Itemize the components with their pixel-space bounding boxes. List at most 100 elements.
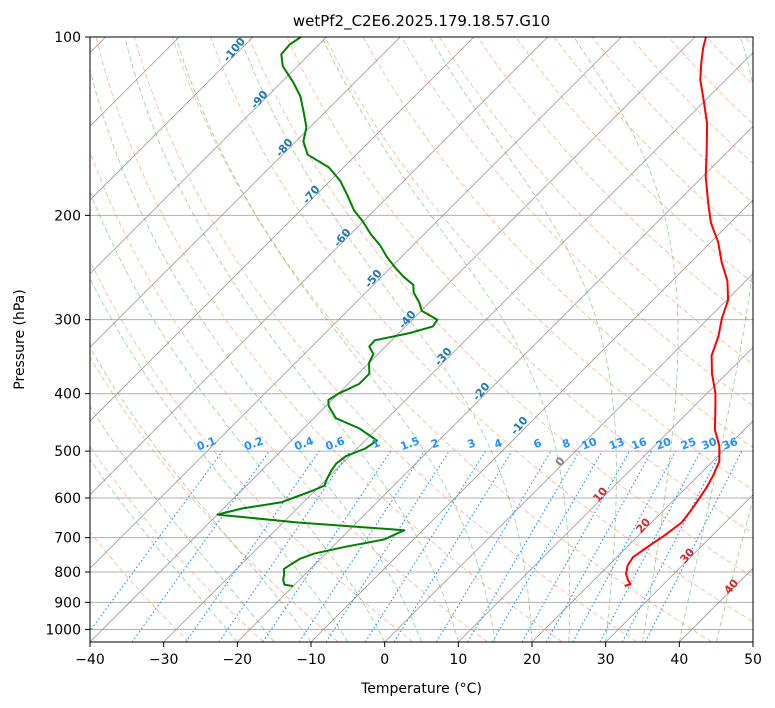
mixing-ratio-label: 0.1: [195, 434, 218, 453]
mixing-ratio-label: 13: [607, 435, 626, 452]
isotherm-line: [458, 346, 753, 642]
isotherm-line: [384, 273, 753, 642]
moist-adiabat-label: 20: [633, 515, 653, 535]
dry-adiabat-label: -80: [273, 136, 296, 160]
moist-adiabat-line: [715, 498, 753, 642]
moist-adiabat-line: [175, 37, 496, 642]
dry-adiabat-line: [90, 356, 339, 642]
dry-adiabat-line: [90, 445, 264, 642]
dry-adiabat-label: -20: [470, 380, 493, 404]
moist-adiabat-line: [90, 277, 349, 642]
y-tick-label: 1000: [45, 622, 81, 638]
mixing-ratio-label: 0.2: [242, 434, 265, 453]
x-tick-label: −40: [75, 652, 105, 668]
moist-adiabat-line: [90, 190, 386, 642]
mixing-ratio-label: 4: [493, 436, 505, 451]
mixing-ratio-line: [572, 450, 677, 642]
chart-title: wetPf2_C2E6.2025.179.18.57.G10: [293, 12, 550, 31]
y-tick-label: 500: [54, 444, 81, 460]
y-tick-label: 900: [54, 595, 81, 611]
isotherm-line: [90, 37, 254, 201]
mixing-ratio-label: 10: [580, 435, 599, 453]
moist-adiabat-line: [90, 67, 422, 642]
y-tick-label: 800: [54, 565, 81, 581]
isotherm-line: [605, 494, 753, 642]
x-tick-label: 30: [597, 652, 615, 668]
dry-adiabat-line: [133, 37, 638, 642]
dry-adiabat-label: -10: [508, 414, 531, 438]
mixing-ratio-label: 20: [654, 435, 673, 453]
moist-adiabat-line: [678, 37, 753, 642]
x-tick-label: −30: [149, 652, 179, 668]
mixing-ratio-line: [185, 450, 320, 642]
temperature-profile: [624, 37, 730, 588]
mixing-ratio-label: 16: [630, 435, 649, 453]
mixing-ratio-label: 0.4: [293, 434, 316, 453]
y-tick-label: 300: [54, 313, 81, 329]
dry-adiabat-line: [744, 37, 753, 47]
dry-adiabat-line: [210, 37, 753, 623]
mixing-ratio-label: 8: [560, 436, 572, 451]
isotherm-line: [531, 420, 753, 642]
mixing-ratio-label: 36: [721, 435, 740, 453]
dry-adiabat-line: [171, 37, 712, 642]
isotherm-line: [90, 37, 622, 569]
y-tick-label: 700: [54, 531, 81, 547]
moist-adiabat-line: [90, 346, 312, 642]
isotherm-line: [752, 641, 753, 642]
moist-adiabat-label: 10: [590, 484, 610, 504]
y-tick-label: 400: [54, 387, 81, 403]
mixing-ratio-label: 2: [429, 436, 441, 451]
moist-adiabat-line: [90, 405, 275, 642]
x-tick-label: 0: [380, 652, 389, 668]
dry-adiabat-label: -50: [362, 267, 385, 291]
dry-adiabat-line: [95, 37, 563, 642]
mixing-ratio-label: 0.6: [324, 434, 347, 453]
dry-adiabat-label: -70: [300, 183, 323, 207]
dry-adiabat-label: -90: [248, 88, 271, 112]
y-tick-label: 100: [54, 30, 81, 46]
dry-adiabat-line: [90, 531, 190, 642]
mixing-ratio-label: 25: [679, 435, 698, 452]
y-tick-label: 600: [54, 491, 81, 507]
dewpoint-profile: [216, 37, 439, 588]
mixing-ratio-line: [621, 450, 722, 642]
y-tick-label: 200: [54, 208, 81, 224]
mixing-ratio-line: [218, 450, 351, 642]
isotherm-line: [90, 37, 696, 642]
isotherm-line: [90, 37, 327, 275]
isotherm-line: [90, 37, 475, 422]
plot-area: [90, 37, 753, 642]
mixing-ratio-line: [521, 450, 630, 642]
dry-adiabat-label: -30: [432, 345, 455, 369]
moist-adiabat-label: 40: [721, 576, 741, 596]
x-tick-label: 10: [449, 652, 467, 668]
dry-adiabat-label: -100: [220, 35, 248, 65]
mixing-ratio-label: 1.5: [399, 434, 422, 453]
mixing-ratio-line: [545, 450, 653, 642]
plot-frame: [89, 36, 754, 643]
y-axis-label: Pressure (hPa): [12, 289, 28, 389]
x-tick-label: −10: [296, 652, 326, 668]
x-tick-label: 40: [670, 652, 688, 668]
dry-adiabat-line: [324, 37, 753, 491]
isotherm-line: [90, 37, 548, 496]
moist-adiabat-line: [429, 37, 617, 642]
x-axis-label: Temperature (°C): [360, 681, 482, 697]
mixing-ratio-line: [644, 450, 743, 642]
moist-adiabat-line: [239, 37, 533, 642]
dry-adiabat-line: [90, 150, 488, 642]
dry-adiabat-label: 0: [553, 454, 568, 468]
moist-adiabat-label: 30: [677, 545, 697, 565]
dry-adiabat-line: [400, 37, 753, 407]
dry-adiabat-line: [515, 37, 753, 284]
x-tick-label: −20: [223, 652, 253, 668]
mixing-ratio-label: 6: [532, 436, 544, 451]
mixing-ratio-line: [491, 450, 603, 642]
isotherm-line: [163, 52, 753, 642]
dry-adiabat-label: -40: [396, 308, 419, 332]
mixing-ratio-label: 1: [370, 436, 382, 451]
isotherm-line: [90, 37, 401, 348]
mixing-ratio-label: 30: [700, 435, 719, 453]
